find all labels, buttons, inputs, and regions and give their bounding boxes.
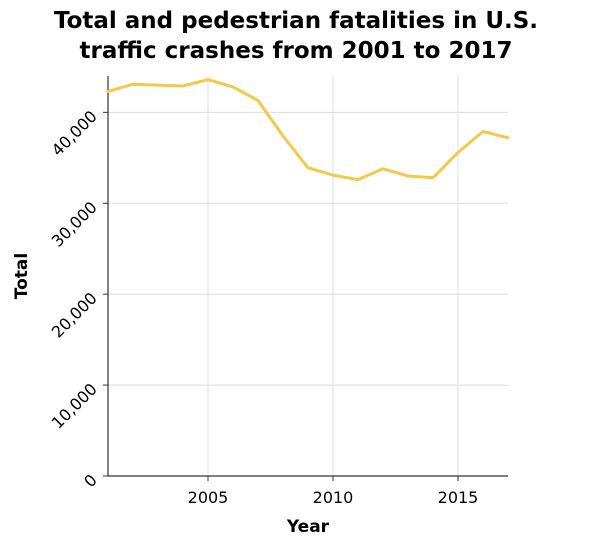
y-tick-label: 30,000 bbox=[48, 198, 101, 251]
x-tick-label: 2015 bbox=[438, 488, 479, 507]
y-tick-label: 40,000 bbox=[48, 107, 101, 160]
y-axis-label: Total bbox=[12, 253, 32, 299]
tick-labels: 2005 2010 2015 0 10,000 20,000 30,000 40,000 bbox=[48, 107, 479, 507]
x-axis-label: Year bbox=[286, 517, 330, 537]
chart-title-line-1: Total and pedestrian fatalities in U.S. bbox=[54, 8, 538, 34]
series-line bbox=[106, 78, 510, 182]
series-layer bbox=[106, 78, 510, 182]
y-tick-label: 0 bbox=[80, 470, 101, 491]
y-tick-label: 10,000 bbox=[48, 379, 101, 432]
grid bbox=[108, 76, 508, 477]
chart-title-line-2: traffic crashes from 2001 to 2017 bbox=[80, 38, 513, 64]
x-tick-label: 2010 bbox=[313, 488, 354, 507]
x-tick-label: 2005 bbox=[188, 488, 229, 507]
axes bbox=[103, 76, 508, 481]
y-tick-label: 20,000 bbox=[48, 289, 101, 342]
